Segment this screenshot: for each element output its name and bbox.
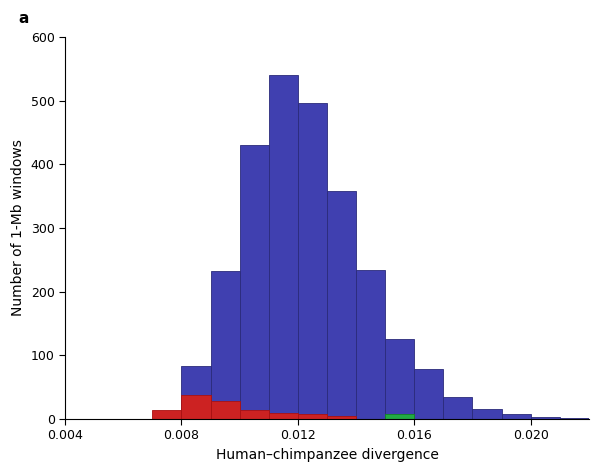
Bar — [152, 410, 181, 419]
Y-axis label: Number of 1-Mb windows: Number of 1-Mb windows — [11, 140, 25, 316]
Bar — [356, 270, 385, 419]
Bar — [443, 397, 472, 419]
Bar — [560, 418, 589, 419]
Bar — [211, 401, 239, 419]
Bar — [327, 191, 356, 419]
Bar — [530, 417, 560, 419]
Bar — [385, 414, 414, 419]
Bar — [327, 416, 356, 419]
Bar — [472, 409, 502, 419]
Text: a: a — [18, 10, 28, 26]
Bar — [181, 366, 211, 419]
Bar — [181, 395, 211, 419]
Bar — [269, 75, 298, 419]
Bar — [385, 339, 414, 419]
Bar — [298, 103, 327, 419]
Bar — [239, 410, 269, 419]
Bar — [211, 271, 239, 419]
Bar — [502, 414, 530, 419]
X-axis label: Human–chimpanzee divergence: Human–chimpanzee divergence — [215, 448, 439, 462]
Bar — [414, 369, 443, 419]
Bar — [239, 145, 269, 419]
Bar — [298, 414, 327, 419]
Bar — [269, 412, 298, 419]
